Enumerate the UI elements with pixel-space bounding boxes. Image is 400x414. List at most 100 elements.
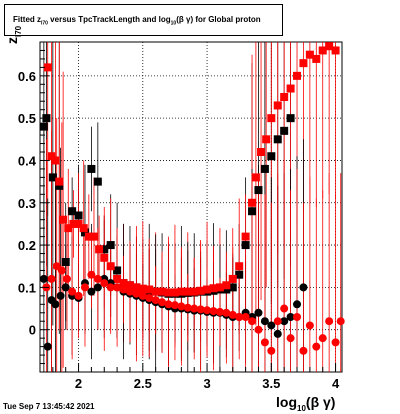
data-point [132, 283, 141, 292]
data-point [106, 241, 115, 250]
x-axis-label-main: log [276, 394, 297, 410]
data-point [280, 93, 289, 101]
data-point [84, 232, 93, 241]
data-point [177, 287, 186, 296]
data-point [235, 313, 244, 321]
data-point [273, 317, 282, 326]
data-point [190, 304, 199, 313]
data-point [228, 283, 237, 292]
data-point [260, 317, 269, 326]
data-point [222, 285, 231, 294]
data-point [51, 300, 60, 309]
data-point [222, 281, 231, 290]
data-point [119, 279, 128, 288]
data-point [151, 296, 160, 305]
data-point [56, 291, 65, 300]
data-point [132, 289, 141, 298]
data-point [164, 300, 173, 309]
data-point [331, 46, 340, 55]
data-point [241, 241, 250, 250]
data-point [158, 287, 167, 296]
data-point [100, 253, 109, 262]
data-point [106, 262, 115, 271]
data-point [286, 84, 295, 93]
y-axis-label-sub: I70 [13, 25, 23, 37]
data-point [80, 228, 89, 237]
data-point [293, 313, 302, 321]
x-tick-label: 2 [75, 376, 82, 391]
data-point [299, 346, 308, 355]
data-point [87, 270, 96, 279]
chart-title-part1: Fitted z [13, 15, 41, 24]
data-point [267, 114, 276, 123]
data-point [100, 279, 109, 288]
data-point [325, 42, 334, 51]
y-tick-label: 0.4 [18, 153, 37, 168]
data-point [248, 198, 257, 207]
data-point [235, 262, 244, 271]
data-point [336, 317, 345, 326]
data-point [286, 334, 295, 343]
data-point [273, 135, 282, 144]
data-point [59, 215, 68, 224]
data-point [260, 164, 269, 173]
data-point [43, 63, 52, 72]
data-point [64, 224, 73, 233]
data-point [331, 338, 340, 347]
data-point [106, 283, 115, 292]
data-point [89, 232, 98, 241]
data-point [93, 274, 102, 283]
x-tick-label: 3 [203, 376, 210, 391]
data-point [145, 293, 154, 302]
data-point [170, 301, 179, 310]
chart-title: Fitted zI70 versus TpcTrackLength and lo… [4, 4, 283, 36]
data-point [312, 342, 321, 351]
data-point [47, 152, 56, 161]
data-point [280, 126, 289, 135]
data-point [293, 71, 302, 80]
data-point [177, 302, 186, 311]
y-tick-label: 0.5 [18, 111, 36, 126]
data-point [267, 321, 276, 330]
chart-title-sub1: I70 [41, 20, 48, 27]
data-point [125, 281, 134, 290]
y-axis-label: zI70 [4, 26, 23, 44]
data-point [299, 283, 308, 292]
data-point [87, 287, 96, 296]
data-point [254, 186, 263, 195]
data-point [215, 307, 224, 316]
data-point [280, 317, 289, 326]
data-point [228, 310, 237, 319]
data-point [280, 304, 289, 313]
data-point [196, 286, 205, 295]
data-point [273, 329, 282, 338]
data-point [74, 211, 83, 220]
x-tick-label: 4 [332, 376, 340, 391]
data-point [47, 274, 56, 283]
data-point [74, 291, 83, 300]
data-point [87, 164, 96, 173]
data-point [61, 283, 70, 292]
data-point [170, 288, 179, 297]
data-points [39, 42, 345, 355]
data-point [209, 284, 218, 293]
data-point [241, 313, 250, 321]
data-point [248, 207, 257, 216]
data-point [241, 232, 250, 241]
data-point [209, 307, 218, 316]
data-point [286, 114, 295, 123]
data-point [138, 284, 147, 293]
data-point [305, 50, 314, 59]
data-point [62, 274, 71, 283]
data-point [254, 325, 263, 334]
y-axis-label-main: z [4, 37, 20, 44]
data-point [235, 270, 244, 279]
data-point [325, 317, 334, 326]
data-point [93, 177, 102, 186]
data-point [262, 135, 271, 144]
data-point [69, 219, 78, 228]
data-point [93, 283, 102, 292]
data-point [305, 321, 314, 330]
data-point [254, 308, 263, 317]
